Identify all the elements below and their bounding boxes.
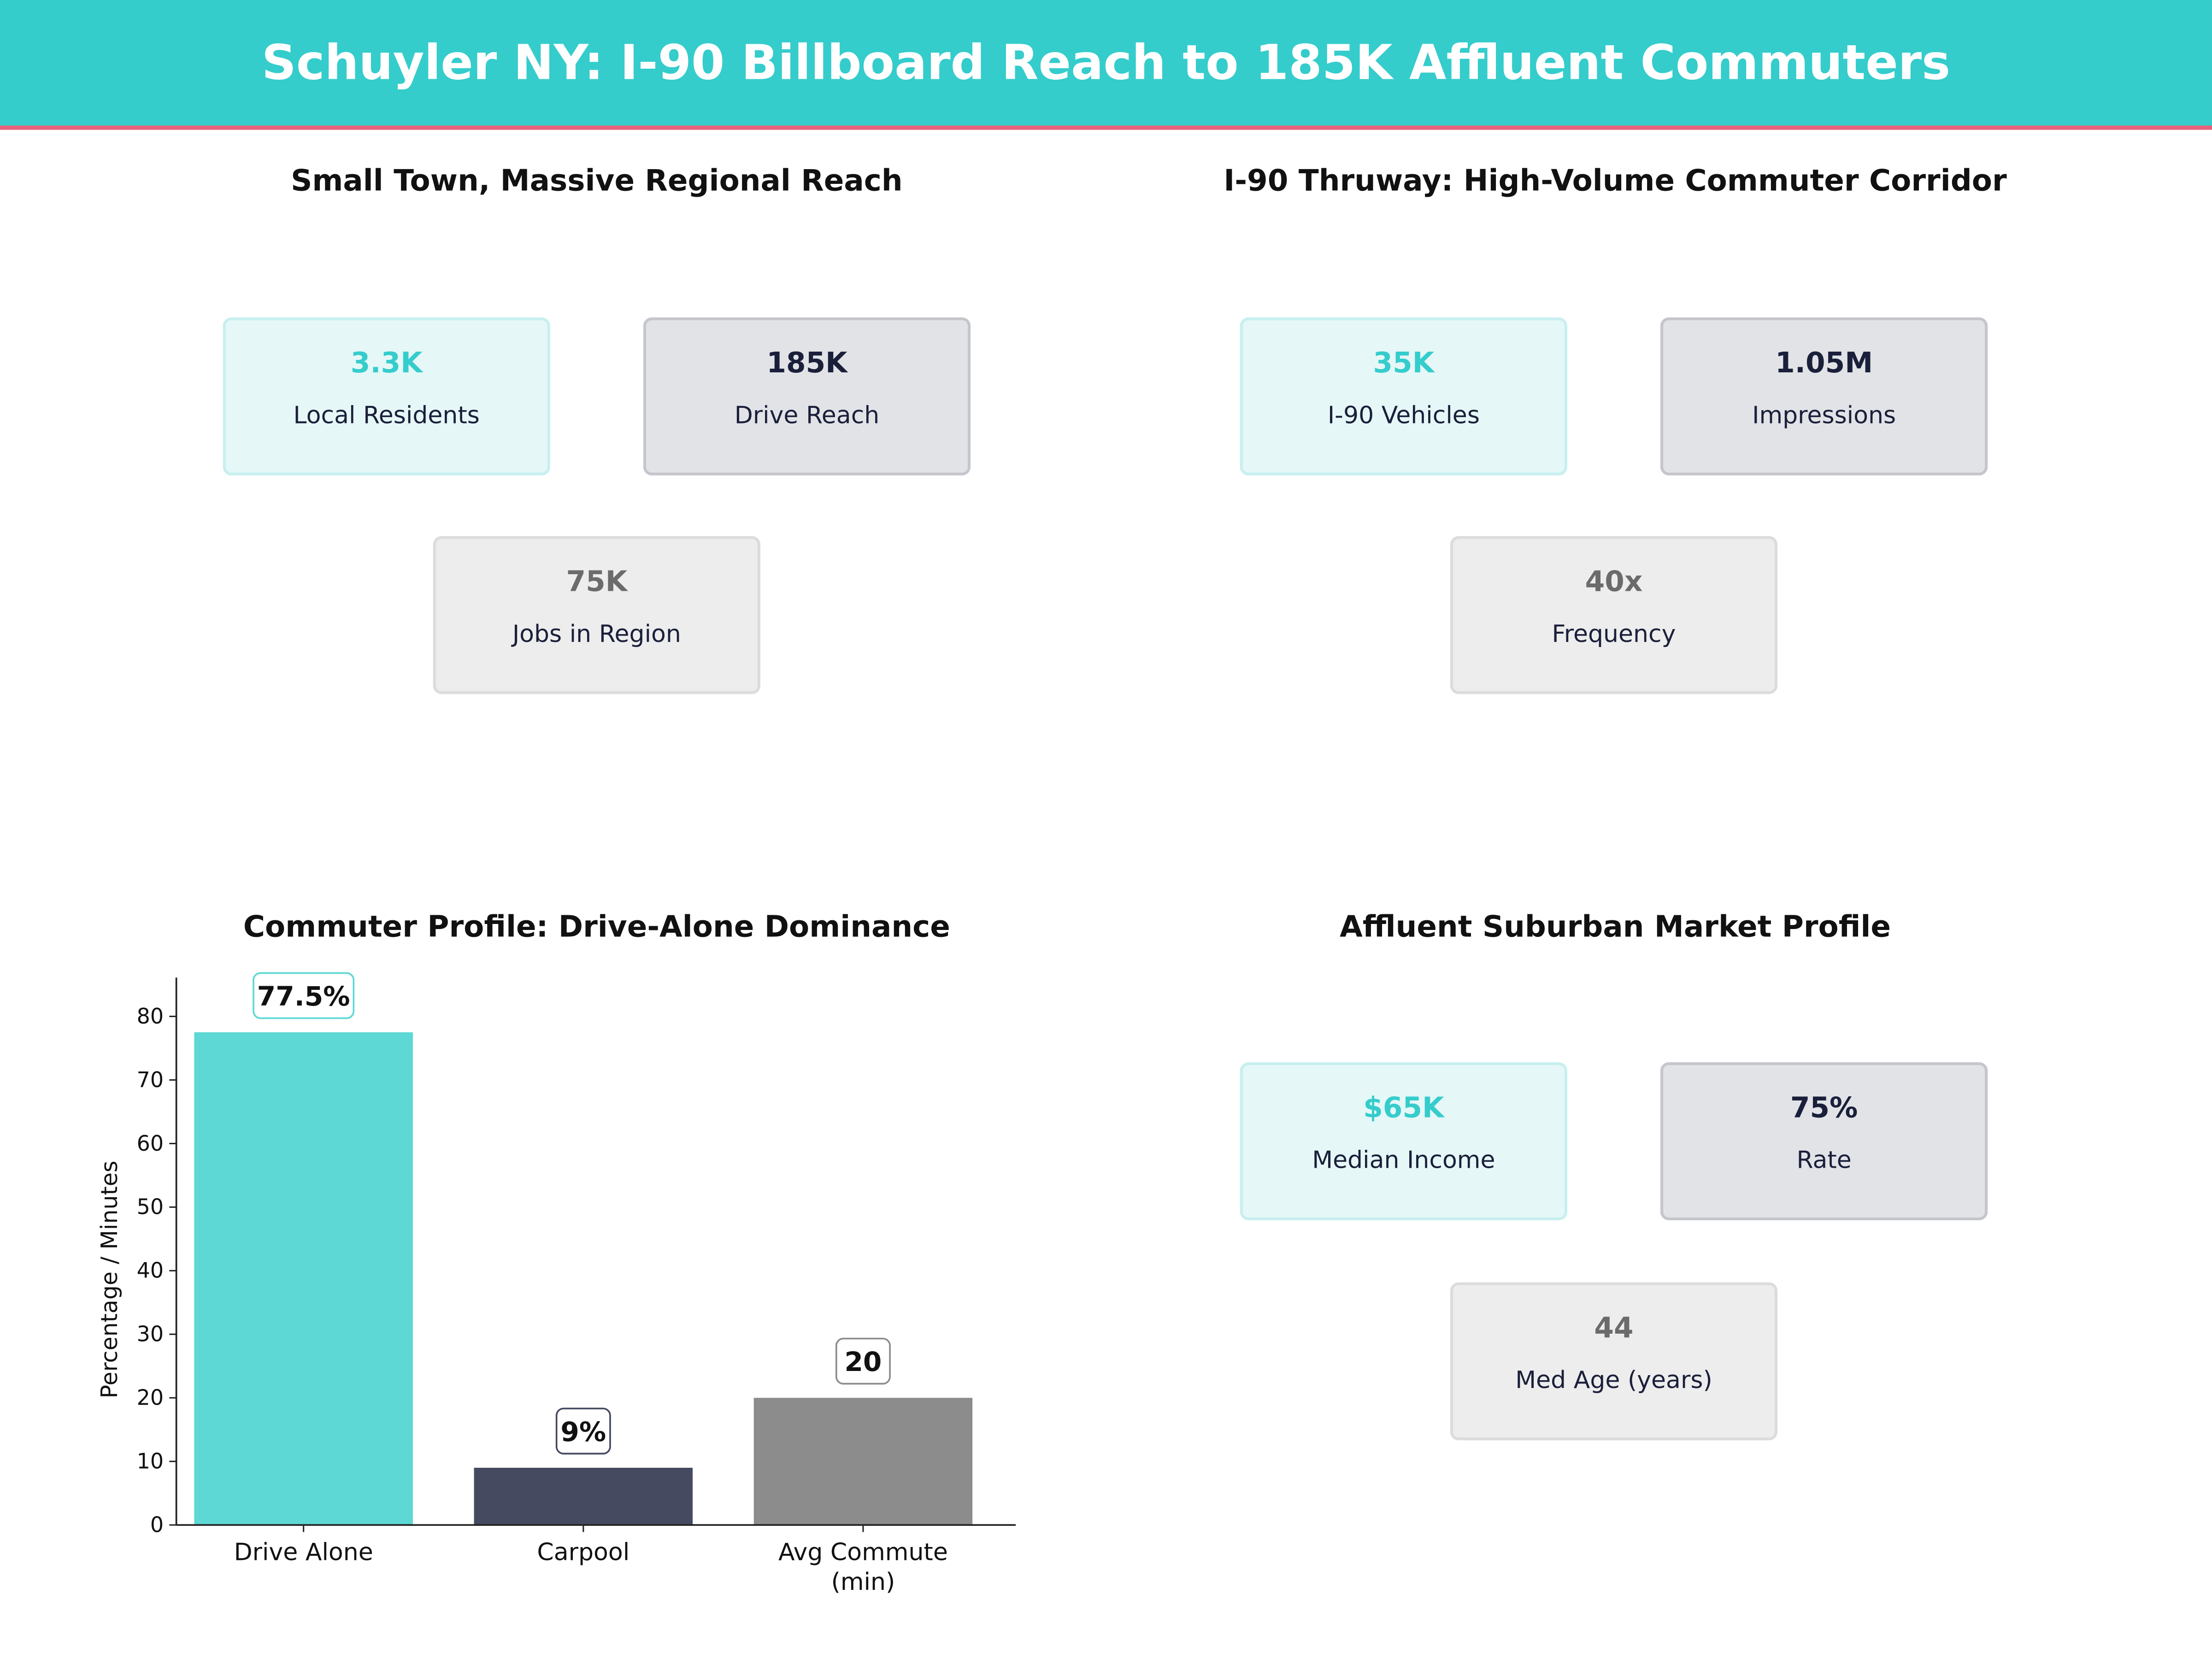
x-tick-label: Avg Commute xyxy=(778,1539,948,1566)
y-tick-label: 60 xyxy=(137,1131,164,1156)
card-value: $65K xyxy=(1363,1090,1444,1124)
card-value: 35K xyxy=(1373,345,1435,380)
y-tick-label: 80 xyxy=(137,1004,164,1029)
card-label: Med Age (years) xyxy=(1515,1367,1712,1395)
y-tick-label: 10 xyxy=(137,1449,164,1474)
card-impressions: 1.05M Impressions xyxy=(1660,317,1988,476)
y-tick-label: 20 xyxy=(137,1385,164,1410)
y-tick-label: 70 xyxy=(137,1067,164,1092)
card-value: 185K xyxy=(766,345,847,380)
card-label: Frequency xyxy=(1552,620,1676,649)
y-tick-label: 0 xyxy=(150,1512,164,1537)
x-tick-label: Drive Alone xyxy=(234,1539,373,1566)
card-median-age: 44 Med Age (years) xyxy=(1450,1282,1778,1441)
data-label-box xyxy=(555,1407,611,1455)
bar-chart: 77.5% Drive Alone 9% Carpool 20 Avg Commute(m… xyxy=(96,972,1016,1596)
bar-0 xyxy=(194,1032,413,1525)
y-axis-label: Percentage / Minutes xyxy=(96,1161,123,1399)
card-i90-vehicles: 35K I-90 Vehicles xyxy=(1240,317,1567,476)
card-label: Drive Reach xyxy=(734,402,880,430)
card-drive-reach: 185K Drive Reach xyxy=(643,317,971,476)
bar-1 xyxy=(474,1468,693,1525)
panel-title-regional-reach: Small Town, Massive Regional Reach xyxy=(291,164,903,198)
data-label-box xyxy=(253,972,355,1019)
card-jobs-in-region: 75K Jobs in Region xyxy=(433,536,760,694)
y-tick-label: 50 xyxy=(137,1194,164,1219)
card-value: 1.05M xyxy=(1775,345,1873,380)
card-label: Impressions xyxy=(1752,402,1896,430)
card-rate: 75% Rate xyxy=(1660,1062,1988,1220)
x-tick-label: Carpool xyxy=(537,1539,629,1566)
card-label: I-90 Vehicles xyxy=(1327,402,1480,430)
header-banner: Schuyler NY: I-90 Billboard Reach to 185… xyxy=(0,0,2212,130)
page-title: Schuyler NY: I-90 Billboard Reach to 185… xyxy=(261,34,1951,91)
card-label: Median Income xyxy=(1312,1147,1495,1175)
card-label: Local Residents xyxy=(293,402,480,430)
card-value: 75K xyxy=(566,564,628,598)
data-label: 20 xyxy=(844,1346,882,1377)
data-label: 77.5% xyxy=(257,981,350,1012)
chart-title: Commuter Profile: Drive-Alone Dominance xyxy=(243,910,950,944)
card-frequency: 40x Frequency xyxy=(1450,536,1778,694)
y-tick-label: 30 xyxy=(137,1322,164,1347)
x-tick-label: (min) xyxy=(831,1568,895,1596)
bar-2 xyxy=(753,1398,973,1525)
data-label: 9% xyxy=(560,1416,606,1447)
card-label: Jobs in Region xyxy=(512,620,681,649)
card-value: 40x xyxy=(1585,564,1643,598)
data-label-box xyxy=(835,1337,891,1385)
y-tick-label: 40 xyxy=(137,1258,164,1283)
card-label: Rate xyxy=(1796,1147,1852,1175)
card-value: 44 xyxy=(1594,1310,1634,1345)
card-value: 75% xyxy=(1790,1090,1858,1124)
card-local-residents: 3.3K Local Residents xyxy=(223,317,550,476)
card-median-income: $65K Median Income xyxy=(1240,1062,1567,1220)
panel-title-commuter-corridor: I-90 Thruway: High-Volume Commuter Corri… xyxy=(1224,164,2007,198)
panel-title-market-profile: Affluent Suburban Market Profile xyxy=(1340,910,1891,944)
card-value: 3.3K xyxy=(350,345,423,380)
